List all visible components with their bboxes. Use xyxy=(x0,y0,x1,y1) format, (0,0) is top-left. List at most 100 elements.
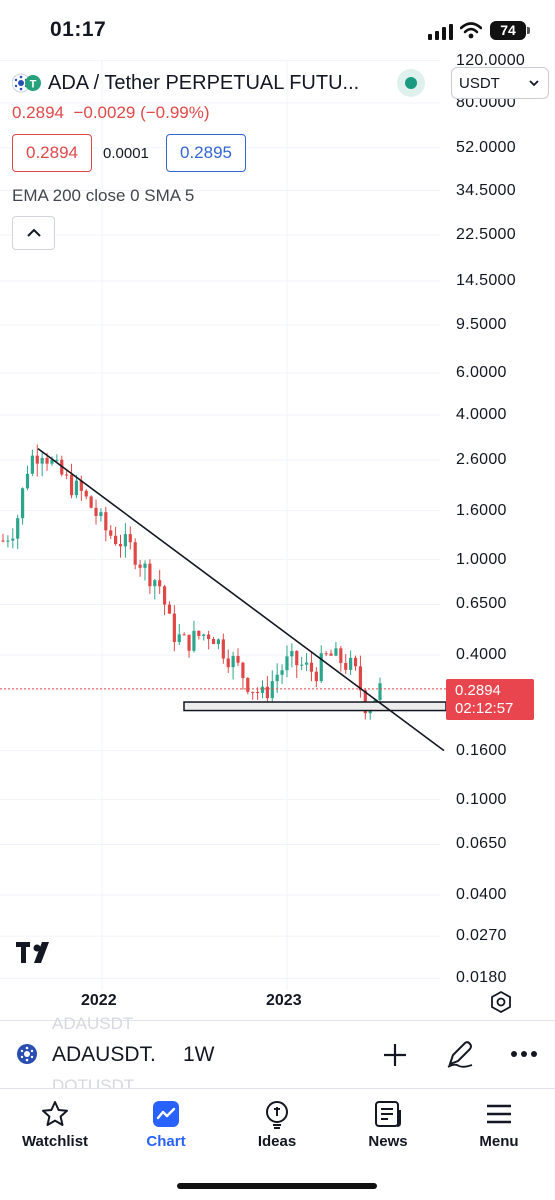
candle-body xyxy=(187,634,191,651)
current-price-label: 0.2894 xyxy=(455,682,501,699)
candle-body xyxy=(99,512,103,517)
candle-body xyxy=(255,691,260,693)
candle-body xyxy=(109,530,113,536)
currency-value: USDT xyxy=(459,74,500,92)
current-price-tag: 0.2894 02:12:57 xyxy=(446,679,534,720)
candle-body xyxy=(133,542,137,565)
nav-news[interactable]: News xyxy=(338,1099,438,1150)
candle-body xyxy=(349,657,353,670)
price-axis-label: 0.0400 xyxy=(456,886,507,904)
buy-price-button[interactable]: 0.2895 xyxy=(166,134,246,172)
candle-body xyxy=(329,653,333,656)
price-axis-label: 34.5000 xyxy=(456,181,516,199)
candle-body xyxy=(231,655,235,668)
price-axis-label: 2.6000 xyxy=(456,451,507,468)
symbol-search-button[interactable]: ADAUSDT. xyxy=(52,1043,156,1066)
candle-body xyxy=(290,651,294,657)
candle-body xyxy=(192,630,196,651)
candle-body xyxy=(118,543,123,547)
price-axis-label: 0.4000 xyxy=(456,646,507,664)
candle-body xyxy=(378,683,382,701)
last-price-change: 0.2894 −0.0029 (−0.99%) xyxy=(12,103,210,122)
candle-body xyxy=(182,634,186,636)
price-axis-label: 0.1600 xyxy=(456,741,507,759)
candle-body xyxy=(202,634,206,636)
symbol-title[interactable]: ADA / Tether PERPETUAL FUTU... xyxy=(48,71,360,94)
price-axis-label: 0.1000 xyxy=(456,790,507,808)
candle-body xyxy=(324,653,328,655)
candle-body xyxy=(270,681,274,699)
candle-body xyxy=(207,634,211,639)
time-axis-label: 2023 xyxy=(266,992,302,1009)
collapse-legend-button[interactable] xyxy=(12,216,55,250)
candle-body xyxy=(162,586,167,605)
candle-body xyxy=(275,674,279,682)
candle-body xyxy=(153,580,157,587)
candle-body xyxy=(167,604,172,614)
candle-body xyxy=(69,474,74,496)
ada-usdt-icon: T xyxy=(12,73,41,93)
spread-value: 0.0001 xyxy=(103,145,149,162)
nav-label: News xyxy=(368,1133,408,1150)
candle-body xyxy=(319,653,323,682)
status-time: 01:17 xyxy=(50,18,107,41)
candle-body xyxy=(226,658,230,668)
candle-body xyxy=(353,657,358,667)
candle-body xyxy=(358,666,363,691)
lightbulb-icon xyxy=(266,1101,288,1129)
candle-body xyxy=(304,662,309,665)
price-axis-label: 0.0270 xyxy=(456,927,507,945)
candle-body xyxy=(251,691,255,693)
more-options-icon[interactable] xyxy=(510,1050,538,1058)
candle-body xyxy=(16,518,20,539)
symbol-header[interactable]: T ADA / Tether PERPETUAL FUTU... xyxy=(12,70,359,96)
candle-body xyxy=(309,662,314,672)
market-status-indicator[interactable] xyxy=(397,69,425,97)
bottom-navigation: Watchlist Chart Ideas News Menu xyxy=(0,1088,555,1200)
candle-body xyxy=(35,455,39,464)
nav-ideas[interactable]: Ideas xyxy=(227,1099,327,1150)
chart-settings-icon[interactable] xyxy=(489,990,513,1014)
add-plus-icon[interactable] xyxy=(382,1042,408,1068)
candle-body xyxy=(84,490,88,497)
indicators-legend[interactable]: EMA 200 close 0 SMA 5 xyxy=(12,186,195,205)
price-axis-label: 0.0650 xyxy=(456,835,507,853)
candle-body xyxy=(334,648,338,656)
candle-body xyxy=(20,488,25,519)
price-axis-label: 22.5000 xyxy=(456,226,516,244)
nav-label: Menu xyxy=(479,1133,519,1150)
chevron-up-icon xyxy=(26,228,41,237)
status-bar: 01:17 74 xyxy=(0,0,555,60)
candle-body xyxy=(172,613,176,643)
candle-body xyxy=(344,662,348,670)
interval-button[interactable]: 1W xyxy=(183,1043,215,1066)
home-indicator xyxy=(177,1183,377,1189)
nav-watchlist[interactable]: Watchlist xyxy=(5,1099,105,1150)
candle-body xyxy=(285,656,289,671)
candle-body xyxy=(216,639,221,645)
support-zone xyxy=(183,701,447,712)
candle-body xyxy=(241,662,245,678)
currency-select[interactable]: USDT xyxy=(451,67,549,99)
candle-body xyxy=(300,664,304,666)
candle-body xyxy=(11,538,15,541)
drawing-pen-icon[interactable] xyxy=(445,1039,475,1069)
candle-body xyxy=(177,634,181,643)
candle-body xyxy=(197,630,201,636)
newspaper-icon xyxy=(375,1101,401,1127)
price-axis-label: 4.0000 xyxy=(456,406,507,424)
tradingview-logo xyxy=(16,942,49,963)
nav-menu[interactable]: Menu xyxy=(449,1099,549,1150)
nav-chart[interactable]: Chart xyxy=(116,1099,216,1150)
candle-body xyxy=(94,507,98,517)
sell-price-button[interactable]: 0.2894 xyxy=(12,134,92,172)
price-axis-label: 9.5000 xyxy=(456,315,507,333)
price-axis-label: 120.0000 xyxy=(456,51,526,69)
candle-body xyxy=(123,534,128,547)
candle-body xyxy=(6,540,10,542)
battery-indicator: 74 xyxy=(490,21,530,40)
candle-body xyxy=(148,563,152,587)
candle-body xyxy=(143,563,147,568)
ada-icon xyxy=(17,1044,37,1064)
candle-body xyxy=(138,564,142,568)
